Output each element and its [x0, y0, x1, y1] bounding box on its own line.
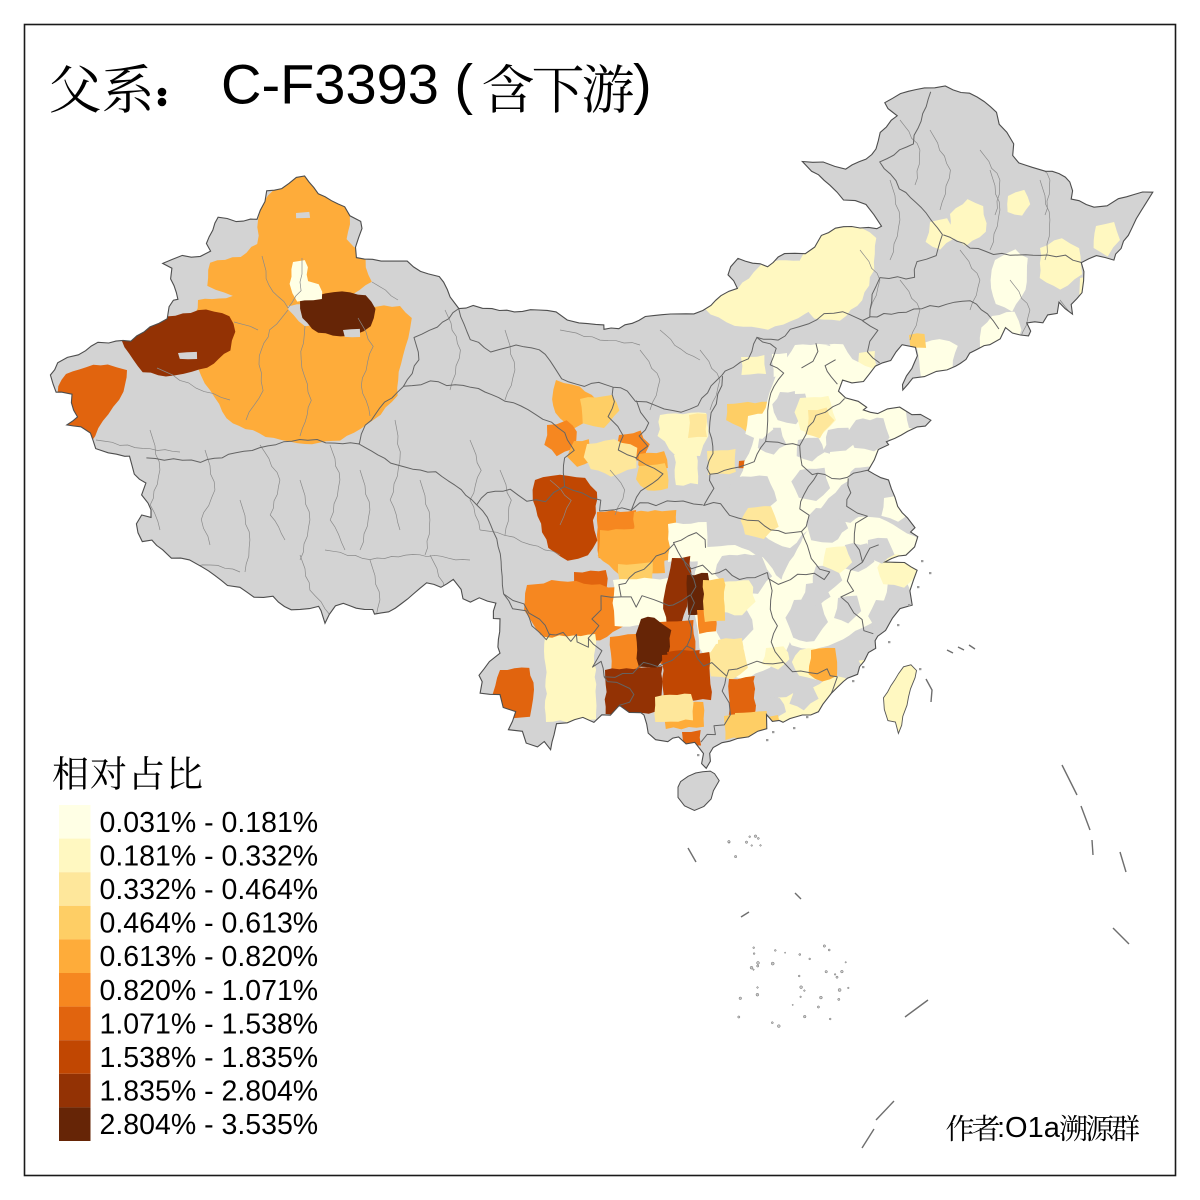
svg-text:0.613% - 0.820%: 0.613% - 0.820% [100, 941, 319, 973]
svg-text:1.835% - 2.804%: 1.835% - 2.804% [100, 1076, 319, 1108]
svg-text:0.820% - 1.071%: 0.820% - 1.071% [100, 975, 319, 1007]
svg-text:1.071% - 1.538%: 1.071% - 1.538% [100, 1008, 319, 1040]
svg-text::O1a: :O1a [997, 1112, 1061, 1144]
svg-text:0.181% - 0.332%: 0.181% - 0.332% [100, 840, 319, 872]
svg-text:): ) [633, 53, 652, 116]
svg-text:1.538% - 1.835%: 1.538% - 1.835% [100, 1042, 319, 1074]
svg-text:0.332% - 0.464%: 0.332% - 0.464% [100, 874, 319, 906]
svg-text:0.464% - 0.613%: 0.464% - 0.613% [100, 908, 319, 940]
svg-text:0.031% - 0.181%: 0.031% - 0.181% [100, 807, 319, 839]
svg-text:C-F3393 (: C-F3393 ( [221, 53, 473, 116]
svg-text:2.804% - 3.535%: 2.804% - 3.535% [100, 1109, 319, 1141]
